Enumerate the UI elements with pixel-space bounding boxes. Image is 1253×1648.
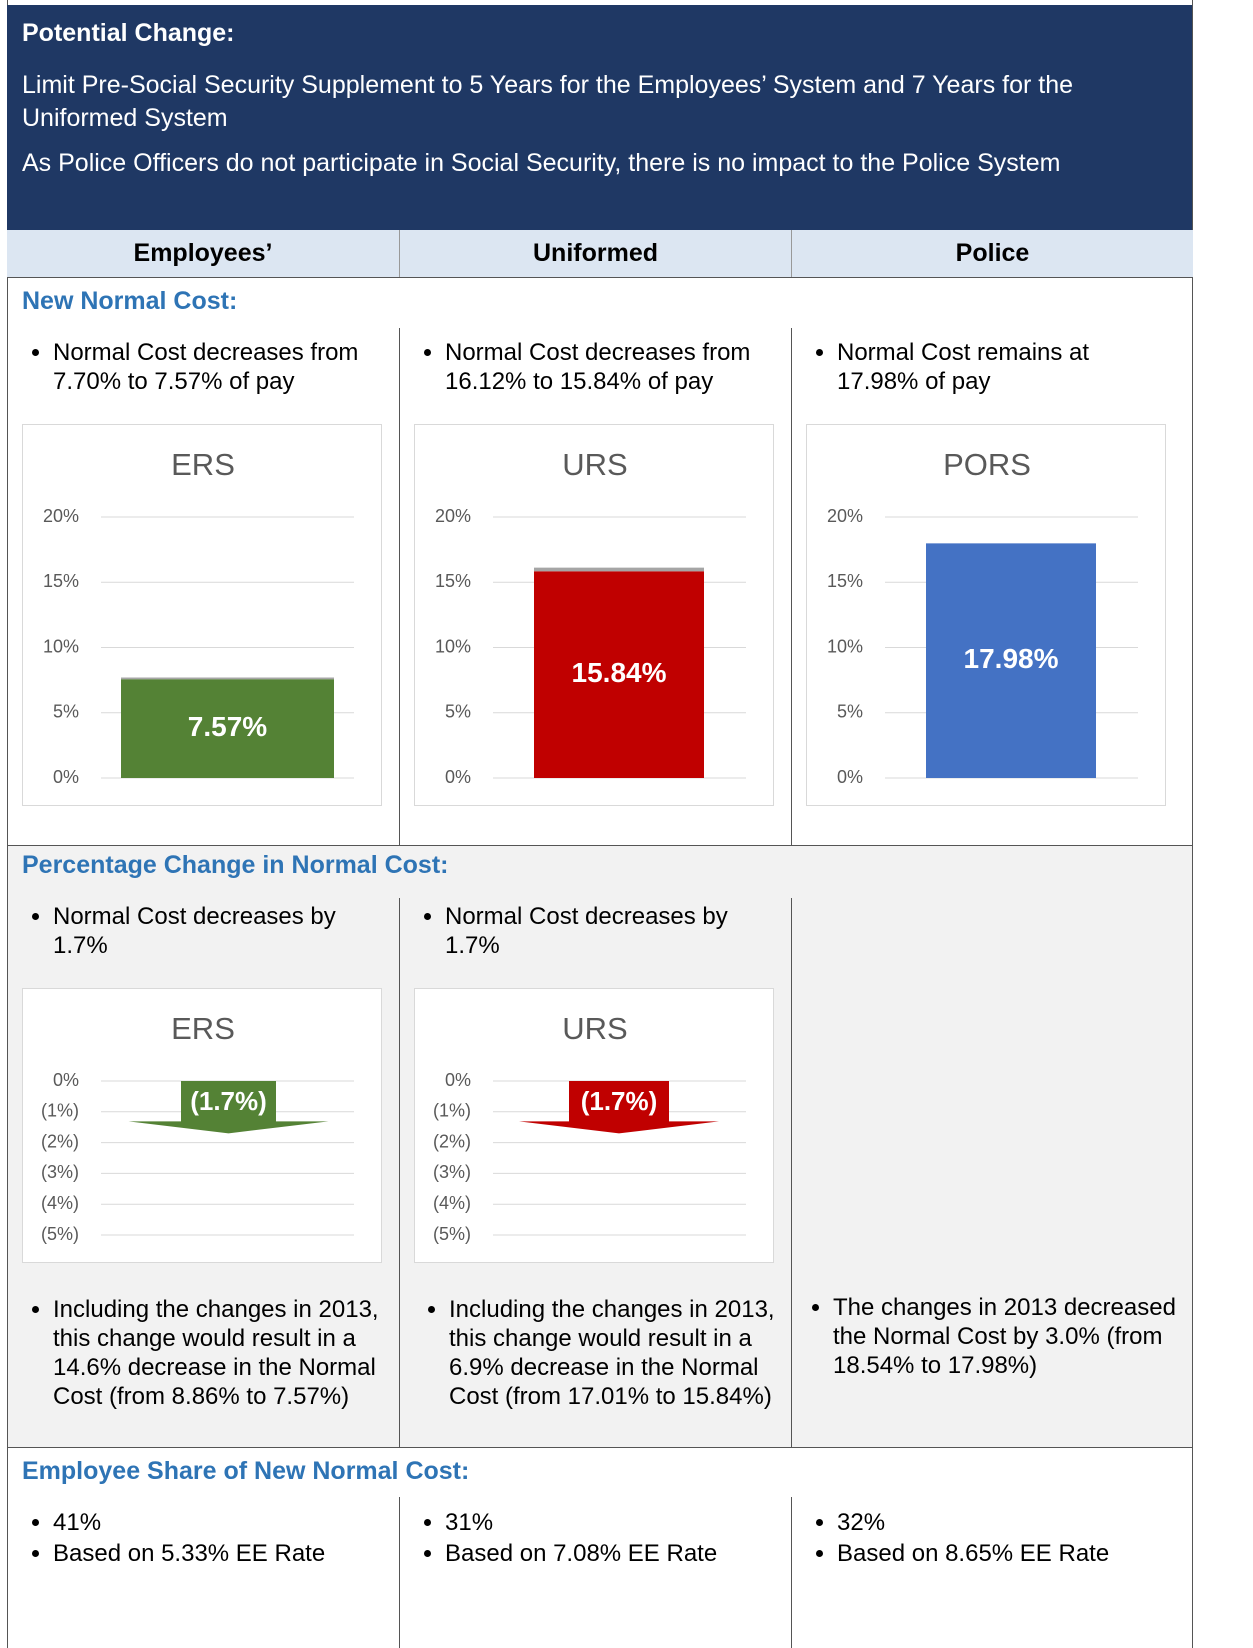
arrow (519, 1081, 719, 1134)
border (1192, 0, 1193, 1648)
y-tick-label: (1%) (41, 1101, 79, 1121)
y-tick-label: (3%) (433, 1162, 471, 1182)
divider (791, 1497, 792, 1648)
bullet: Normal Cost decreases by 1.7% (445, 902, 764, 960)
y-tick-label: 5% (445, 702, 471, 722)
header-text: Limit Pre-Social Security Supplement to … (22, 71, 1074, 132)
chart: ERS 0% 5% 10% 15% 20% 7.57% (22, 424, 382, 806)
chart: PORS 0% 5% 10% 15% 20% 17.98% (806, 424, 1166, 806)
chart-title: ERS (171, 447, 235, 482)
bar (534, 571, 704, 778)
chart-title: PORS (943, 447, 1031, 482)
cell: 31%Based on 7.08% EE Rate (414, 1507, 779, 1569)
bullet: Normal Cost decreases from 7.70% to 7.57… (53, 338, 387, 396)
cell: 41%Based on 5.33% EE Rate (22, 1507, 387, 1569)
header: Potential Change: Limit Pre-Social Secur… (7, 5, 1192, 230)
cell: Normal Cost remains at 17.98% of pay (806, 338, 1146, 396)
cell: Normal Cost decreases from 16.12% to 15.… (414, 338, 779, 396)
bar (534, 567, 704, 572)
bullet: Based on 5.33% EE Rate (53, 1538, 387, 1569)
y-tick-label: 15% (43, 571, 79, 591)
divider (791, 898, 792, 1447)
rule (7, 1447, 1193, 1448)
cell: Normal Cost decreases by 1.7% (414, 902, 764, 960)
y-tick-label: 20% (43, 506, 79, 526)
divider (791, 328, 792, 845)
y-tick-label: (2%) (433, 1131, 471, 1151)
note: The changes in 2013 decreased the Normal… (833, 1293, 1187, 1380)
bar (926, 543, 1096, 778)
y-tick-label: 15% (827, 571, 863, 591)
cell: The changes in 2013 decreased the Normal… (802, 1293, 1187, 1380)
column-header: Police (792, 230, 1193, 277)
bar (121, 679, 334, 778)
y-tick-label: 20% (435, 506, 471, 526)
section-title: Percentage Change in Normal Cost: (22, 851, 449, 879)
chart: URS 0% (1%) (2%) (3%) (4%) (5%) (1.7%) (414, 988, 774, 1263)
note: Including the changes in 2013, this chan… (449, 1295, 778, 1411)
bullet: Normal Cost decreases by 1.7% (53, 902, 372, 960)
y-tick-label: (1%) (433, 1101, 471, 1121)
y-tick-label: 0% (445, 1070, 471, 1090)
chart-title: URS (562, 1011, 627, 1046)
y-tick-label: 15% (435, 571, 471, 591)
y-tick-label: 10% (43, 636, 79, 656)
y-tick-label: 5% (837, 702, 863, 722)
bullet: Normal Cost remains at 17.98% of pay (837, 338, 1146, 396)
bullet: 31% (445, 1507, 779, 1538)
border (7, 0, 8, 1648)
column-header: Uniformed (400, 230, 792, 277)
data-label: 17.98% (964, 643, 1059, 674)
data-label: 15.84% (572, 657, 667, 688)
bullet: Normal Cost decreases from 16.12% to 15.… (445, 338, 779, 396)
arrow (128, 1081, 329, 1134)
cell: 32%Based on 8.65% EE Rate (806, 1507, 1186, 1569)
y-tick-label: (4%) (433, 1193, 471, 1213)
cell: Normal Cost decreases from 7.70% to 7.57… (22, 338, 387, 396)
y-tick-label: 0% (53, 767, 79, 787)
data-label: (1.7%) (581, 1086, 658, 1116)
data-label: (1.7%) (190, 1086, 267, 1116)
y-tick-label: (5%) (433, 1224, 471, 1244)
rule (7, 277, 1193, 278)
note: Including the changes in 2013, this chan… (53, 1295, 387, 1411)
divider (399, 328, 400, 845)
bar (121, 677, 334, 680)
bullet: Based on 7.08% EE Rate (445, 1538, 779, 1569)
y-tick-label: (5%) (41, 1224, 79, 1244)
bullet: Based on 8.65% EE Rate (837, 1538, 1186, 1569)
y-tick-label: 20% (827, 506, 863, 526)
cell: Including the changes in 2013, this chan… (418, 1295, 778, 1411)
y-tick-label: (4%) (41, 1193, 79, 1213)
y-tick-label: 0% (445, 767, 471, 787)
y-tick-label: 10% (435, 636, 471, 656)
chart-title: ERS (171, 1011, 235, 1046)
section-title: Employee Share of New Normal Cost: (22, 1457, 470, 1485)
y-tick-label: 0% (53, 1070, 79, 1090)
chart-title: URS (562, 447, 627, 482)
column-header: Employees’ (7, 230, 400, 277)
y-tick-label: 10% (827, 636, 863, 656)
data-label: 7.57% (188, 711, 267, 742)
divider (399, 898, 400, 1447)
header-title: Potential Change: (22, 19, 235, 47)
section-title: New Normal Cost: (22, 287, 238, 315)
bullet: 41% (53, 1507, 387, 1538)
divider (399, 1497, 400, 1648)
header-text: As Police Officers do not participate in… (22, 149, 1061, 177)
y-tick-label: (3%) (41, 1162, 79, 1182)
chart: ERS 0% (1%) (2%) (3%) (4%) (5%) (1.7%) (22, 988, 382, 1263)
y-tick-label: (2%) (41, 1131, 79, 1151)
y-tick-label: 0% (837, 767, 863, 787)
rule (7, 845, 1193, 846)
bullet: 32% (837, 1507, 1186, 1538)
y-tick-label: 5% (53, 702, 79, 722)
cell: Normal Cost decreases by 1.7% (22, 902, 372, 960)
chart: URS 0% 5% 10% 15% 20% 15.84% (414, 424, 774, 806)
cell: Including the changes in 2013, this chan… (22, 1295, 387, 1411)
